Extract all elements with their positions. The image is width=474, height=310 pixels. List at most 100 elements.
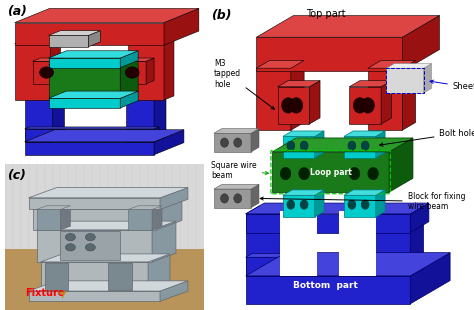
Polygon shape	[154, 127, 159, 142]
Polygon shape	[256, 60, 304, 68]
Bar	[344, 195, 376, 217]
Polygon shape	[402, 16, 439, 71]
Polygon shape	[120, 57, 138, 100]
Bar	[48, 35, 88, 47]
Polygon shape	[120, 51, 138, 68]
Polygon shape	[28, 281, 188, 291]
Bar	[25, 86, 53, 142]
Bar	[376, 214, 410, 276]
Bar	[126, 86, 154, 142]
Circle shape	[287, 200, 295, 209]
Bar	[280, 211, 318, 276]
Polygon shape	[424, 64, 431, 93]
Circle shape	[85, 244, 95, 251]
Circle shape	[290, 98, 303, 113]
Bar	[214, 133, 251, 152]
Polygon shape	[146, 58, 154, 84]
Polygon shape	[283, 190, 324, 195]
Bar	[25, 142, 154, 155]
Polygon shape	[164, 39, 174, 100]
Polygon shape	[344, 190, 385, 195]
Circle shape	[361, 141, 369, 150]
Polygon shape	[246, 203, 429, 214]
Circle shape	[287, 141, 295, 150]
Text: Loop part: Loop part	[310, 167, 352, 177]
Polygon shape	[283, 131, 324, 136]
Polygon shape	[389, 138, 413, 192]
Polygon shape	[88, 31, 100, 47]
Polygon shape	[410, 203, 429, 232]
Circle shape	[348, 141, 356, 150]
Circle shape	[220, 138, 228, 147]
Circle shape	[282, 98, 295, 113]
Bar	[246, 214, 410, 232]
Polygon shape	[148, 254, 170, 291]
Polygon shape	[344, 131, 385, 136]
Bar	[61, 231, 120, 260]
Polygon shape	[272, 138, 413, 152]
Bar	[33, 61, 61, 84]
Polygon shape	[376, 206, 424, 214]
Polygon shape	[33, 58, 68, 61]
Circle shape	[234, 138, 242, 147]
Bar	[368, 68, 402, 130]
Bar	[48, 58, 120, 68]
Circle shape	[220, 194, 228, 203]
Bar	[128, 43, 164, 100]
Polygon shape	[48, 31, 100, 35]
Polygon shape	[280, 206, 293, 276]
Polygon shape	[402, 60, 416, 130]
Polygon shape	[51, 39, 61, 100]
Polygon shape	[61, 206, 71, 230]
Bar	[246, 257, 410, 276]
Circle shape	[368, 167, 378, 180]
Circle shape	[65, 244, 75, 251]
Polygon shape	[28, 188, 188, 198]
Polygon shape	[164, 8, 199, 45]
Text: (c): (c)	[7, 169, 26, 182]
Bar	[48, 98, 120, 108]
Bar	[15, 43, 51, 100]
Polygon shape	[246, 254, 417, 257]
Polygon shape	[154, 130, 184, 155]
Polygon shape	[368, 60, 416, 68]
Polygon shape	[246, 206, 293, 214]
Polygon shape	[48, 57, 138, 64]
Polygon shape	[410, 253, 450, 304]
Polygon shape	[315, 190, 324, 217]
Polygon shape	[376, 190, 385, 217]
Bar	[256, 68, 291, 130]
Polygon shape	[214, 184, 259, 189]
Circle shape	[65, 233, 75, 241]
Circle shape	[361, 200, 369, 209]
Polygon shape	[36, 206, 71, 210]
Text: Fixture: Fixture	[25, 288, 64, 298]
Polygon shape	[349, 81, 392, 87]
Polygon shape	[376, 131, 385, 158]
Circle shape	[125, 67, 139, 78]
Polygon shape	[25, 130, 184, 142]
Polygon shape	[61, 58, 68, 84]
Polygon shape	[25, 127, 159, 129]
Circle shape	[353, 98, 366, 113]
Circle shape	[348, 200, 356, 209]
Polygon shape	[410, 254, 417, 276]
Bar	[256, 37, 402, 71]
Bar	[386, 68, 424, 93]
Polygon shape	[15, 39, 61, 43]
Text: Top part: Top part	[306, 9, 345, 19]
Polygon shape	[126, 81, 166, 86]
Polygon shape	[278, 81, 320, 87]
Circle shape	[85, 233, 95, 241]
Bar	[25, 129, 154, 142]
Bar	[48, 64, 120, 100]
Text: Bolt hole: Bolt hole	[380, 129, 474, 146]
Polygon shape	[310, 81, 320, 124]
Polygon shape	[410, 206, 424, 276]
Bar	[246, 214, 280, 276]
Circle shape	[361, 98, 374, 113]
Polygon shape	[154, 81, 166, 142]
Bar	[28, 198, 160, 210]
Polygon shape	[214, 129, 259, 133]
Text: Block for fixing
wire beam: Block for fixing wire beam	[260, 192, 465, 211]
